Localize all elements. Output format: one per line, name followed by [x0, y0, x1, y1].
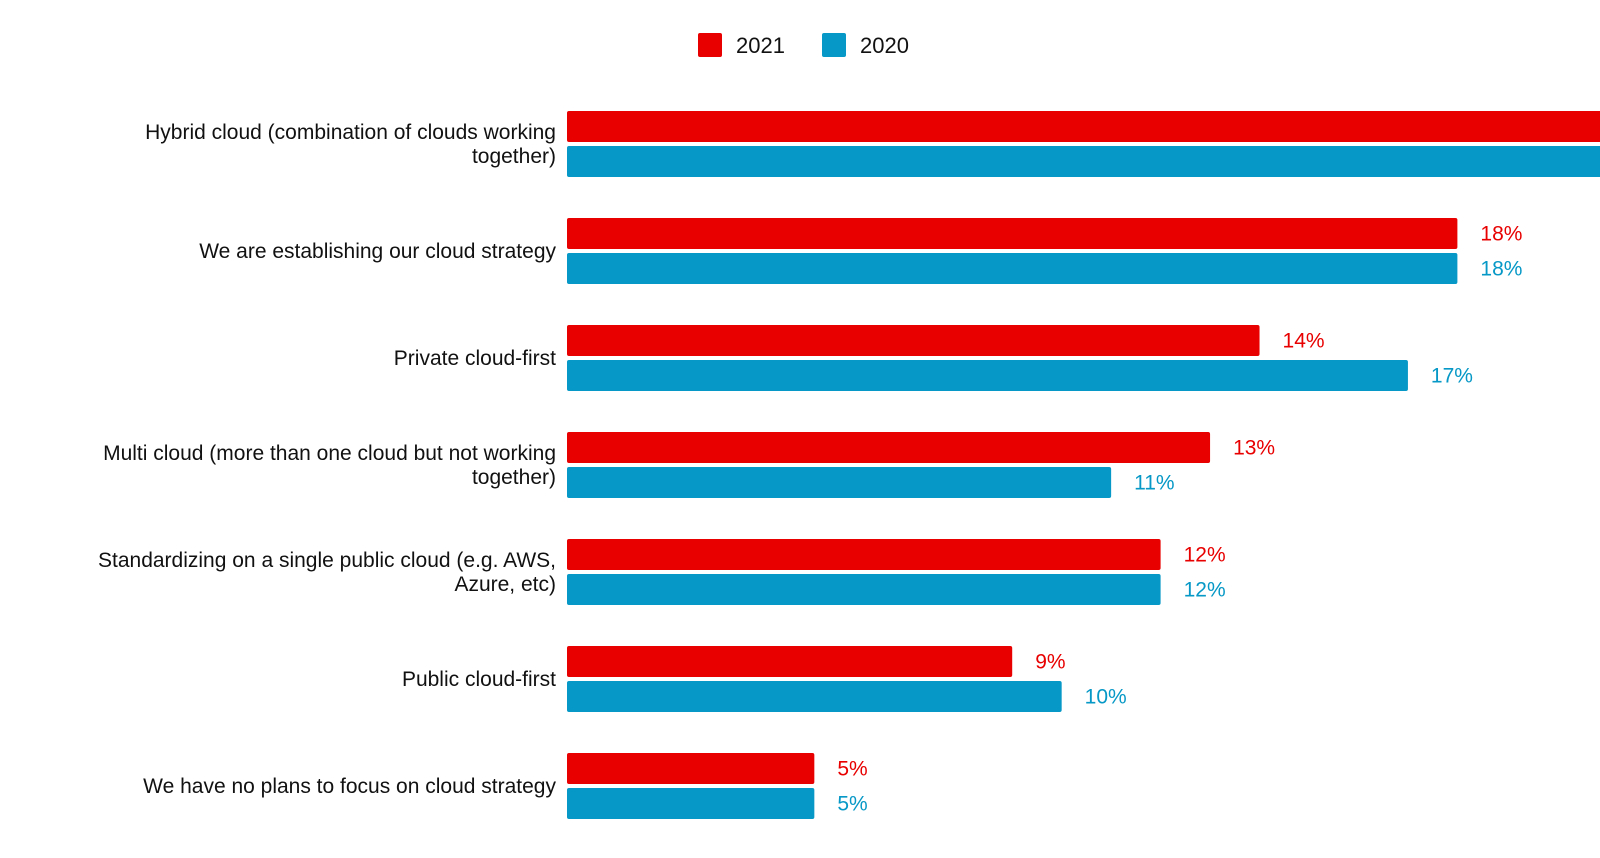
- bar-2021: [567, 111, 1600, 142]
- category-group: Hybrid cloud (combination of clouds work…: [145, 111, 1600, 177]
- bar-2020: [567, 253, 1458, 284]
- bar-2021: [567, 646, 1013, 677]
- value-label-2021: 5%: [837, 758, 867, 781]
- category-label: Public cloud-first: [402, 668, 556, 691]
- bar-2021: [567, 218, 1458, 249]
- value-label-2021: 9%: [1035, 651, 1065, 674]
- bar-2020: [567, 574, 1161, 605]
- category-label: Private cloud-first: [394, 347, 556, 370]
- bar-2020: [567, 681, 1062, 712]
- category-group: Private cloud-first 14% 17%: [394, 325, 1473, 391]
- value-label-2020: 11%: [1134, 472, 1174, 495]
- legend-item-2021: 2021: [698, 33, 785, 58]
- value-label-2020: 17%: [1431, 365, 1473, 388]
- bar-2020: [567, 360, 1408, 391]
- value-label-2021: 12%: [1184, 544, 1226, 567]
- category-label: We are establishing our cloud strategy: [199, 240, 556, 263]
- legend-swatch: [698, 33, 722, 57]
- legend-swatch: [822, 33, 846, 57]
- value-label-2020: 10%: [1085, 686, 1127, 709]
- bar-2020: [567, 788, 815, 819]
- category-group: Standardizing on a single public cloud (…: [98, 539, 1226, 605]
- category-group: We have no plans to focus on cloud strat…: [143, 753, 868, 819]
- bar-2021: [567, 753, 815, 784]
- legend-label: 2021: [736, 33, 785, 58]
- category-group: We are establishing our cloud strategy 18…: [199, 218, 1522, 284]
- bar-2020: [567, 467, 1112, 498]
- legend: 2021 2020: [698, 33, 909, 58]
- category-group: Public cloud-first 9% 10%: [402, 646, 1127, 712]
- category-group: Multi cloud (more than one cloud but not…: [103, 432, 1275, 498]
- bar-2021: [567, 325, 1260, 356]
- value-label-2020: 5%: [837, 793, 867, 816]
- bar-2020: [567, 146, 1600, 177]
- legend-label: 2020: [860, 33, 909, 58]
- category-label: Multi cloud (more than one cloud but not…: [103, 442, 556, 489]
- category-label: We have no plans to focus on cloud strat…: [143, 775, 556, 798]
- value-label-2021: 14%: [1283, 330, 1325, 353]
- bar-2021: [567, 539, 1161, 570]
- category-label: Hybrid cloud (combination of clouds work…: [145, 121, 556, 168]
- category-label: Standardizing on a single public cloud (…: [98, 549, 556, 596]
- value-label-2020: 12%: [1184, 579, 1226, 602]
- value-label-2021: 13%: [1233, 437, 1275, 460]
- value-label-2021: 18%: [1480, 223, 1522, 246]
- legend-item-2020: 2020: [822, 33, 909, 58]
- value-label-2020: 18%: [1480, 258, 1522, 281]
- bar-2021: [567, 432, 1211, 463]
